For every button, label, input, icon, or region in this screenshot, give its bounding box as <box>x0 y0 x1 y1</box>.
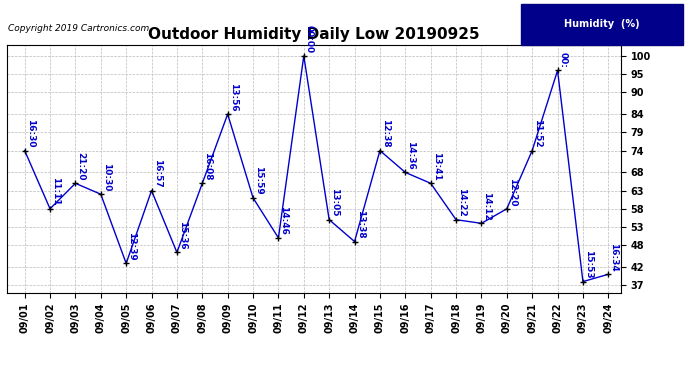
Text: Copyright 2019 Cartronics.com: Copyright 2019 Cartronics.com <box>8 24 150 33</box>
Text: 11:52: 11:52 <box>533 119 542 148</box>
Text: 12:20: 12:20 <box>508 177 517 206</box>
Text: 16:30: 16:30 <box>26 119 34 148</box>
Text: 00:00: 00:00 <box>305 25 314 53</box>
Text: 15:36: 15:36 <box>178 221 187 250</box>
Text: Humidity  (%): Humidity (%) <box>564 20 640 29</box>
Text: 16:08: 16:08 <box>204 152 213 180</box>
Text: 14:22: 14:22 <box>457 188 466 217</box>
Text: 13:41: 13:41 <box>432 152 441 180</box>
Text: 16:57: 16:57 <box>152 159 161 188</box>
Text: 12:38: 12:38 <box>381 119 390 148</box>
Text: 00:: 00: <box>559 52 568 68</box>
Title: Outdoor Humidity Daily Low 20190925: Outdoor Humidity Daily Low 20190925 <box>148 27 480 42</box>
Text: 13:38: 13:38 <box>355 210 364 239</box>
Text: 14:12: 14:12 <box>482 192 491 220</box>
Text: 15:59: 15:59 <box>254 166 263 195</box>
Text: 14:36: 14:36 <box>406 141 415 170</box>
Text: 14:46: 14:46 <box>279 206 288 235</box>
Text: 13:56: 13:56 <box>228 83 238 111</box>
Text: 12:39: 12:39 <box>127 232 136 261</box>
Text: 16:34: 16:34 <box>609 243 618 272</box>
Text: 15:53: 15:53 <box>584 250 593 279</box>
Text: 13:05: 13:05 <box>331 188 339 217</box>
Text: 11:11: 11:11 <box>51 177 60 206</box>
Text: 10:30: 10:30 <box>102 163 111 192</box>
Text: 21:20: 21:20 <box>77 152 86 180</box>
